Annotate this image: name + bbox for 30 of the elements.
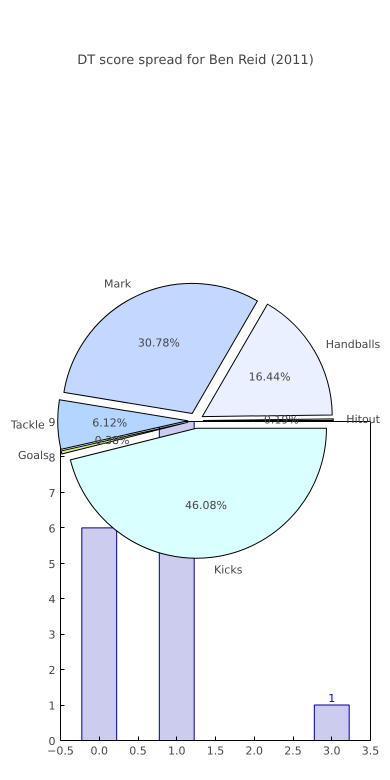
x-tick-label: 1.0 <box>168 744 186 758</box>
data-label: 1 <box>328 692 336 706</box>
y-tick-label: 9 <box>48 416 56 429</box>
y-tick-label: 4 <box>48 593 56 606</box>
y-tick-label: 8 <box>48 451 56 464</box>
data-label: 46.08% <box>185 499 228 512</box>
y-tick-label: 5 <box>48 558 56 571</box>
chart-title: DT score spread for Ben Reid (2011) <box>77 53 314 68</box>
bar <box>314 704 350 740</box>
y-tick-label: 3 <box>48 628 56 642</box>
y-tick-label: 1 <box>48 700 56 713</box>
slice-label: Tackle <box>10 418 45 432</box>
y-tick-label: 7 <box>48 486 56 500</box>
y-tick-label: 6 <box>48 522 56 536</box>
x-tick-label: 3.0 <box>323 744 341 758</box>
y-tick-label: 2 <box>48 664 56 678</box>
slice-label: Mark <box>104 278 132 291</box>
slice-label: Handballs <box>326 338 381 351</box>
x-tick-label: 0.5 <box>129 744 147 758</box>
x-tick-label: 2.5 <box>284 744 302 758</box>
x-tick-label: 2.0 <box>246 744 264 758</box>
slice-label: Kicks <box>214 564 243 577</box>
bar <box>81 527 118 740</box>
x-tick-label: 3.5 <box>362 744 380 758</box>
data-label: 6.12% <box>92 416 128 430</box>
x-tick-label: 1.5 <box>206 744 224 758</box>
data-label: 30.78% <box>138 336 180 350</box>
slice-label: Goals <box>18 448 50 462</box>
data-label: 16.44% <box>248 370 291 384</box>
x-tick-label: 0.0 <box>90 744 108 758</box>
